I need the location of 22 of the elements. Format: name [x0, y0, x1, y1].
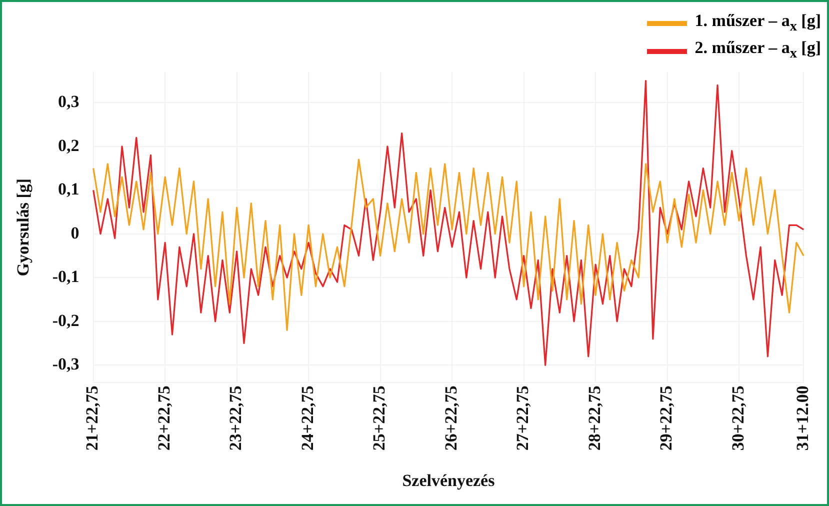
y-tick-label: 0	[70, 223, 80, 242]
y-tick-label: -0,1	[52, 267, 80, 286]
y-axis-title: Gyorsulás [g]	[14, 178, 33, 276]
y-tick-label: 0,2	[58, 136, 80, 155]
x-tick-label: 24+22,75	[298, 386, 317, 451]
x-tick-label: 25+22,75	[370, 386, 389, 451]
x-tick-label: 31+12.00	[792, 386, 812, 451]
x-tick-label: 26+22,75	[441, 386, 460, 451]
x-tick-label: 30+22,75	[728, 386, 748, 451]
legend-label: 1. műszer – a$_{x}$ [g]	[694, 10, 821, 36]
x-tick-label: 28+22,75	[584, 386, 604, 451]
x-tick-label: 22+22,75	[154, 386, 174, 451]
x-tick-label: 29+22,75	[656, 386, 676, 451]
y-tick-label: 0,1	[58, 180, 80, 199]
x-axis-title: Szelvényezés	[402, 471, 496, 490]
legend-label: 2. műszer – a$_{x}$ [g]	[694, 37, 821, 64]
x-tick-label: 23+22,75	[226, 386, 246, 451]
x-tick-label: 21+22,75	[82, 386, 102, 451]
x-tick-label: 27+22,75	[513, 386, 532, 451]
y-tick-label: -0,3	[52, 354, 80, 374]
y-tick-label: 0,3	[58, 92, 80, 112]
y-tick-label: -0,2	[52, 310, 80, 330]
